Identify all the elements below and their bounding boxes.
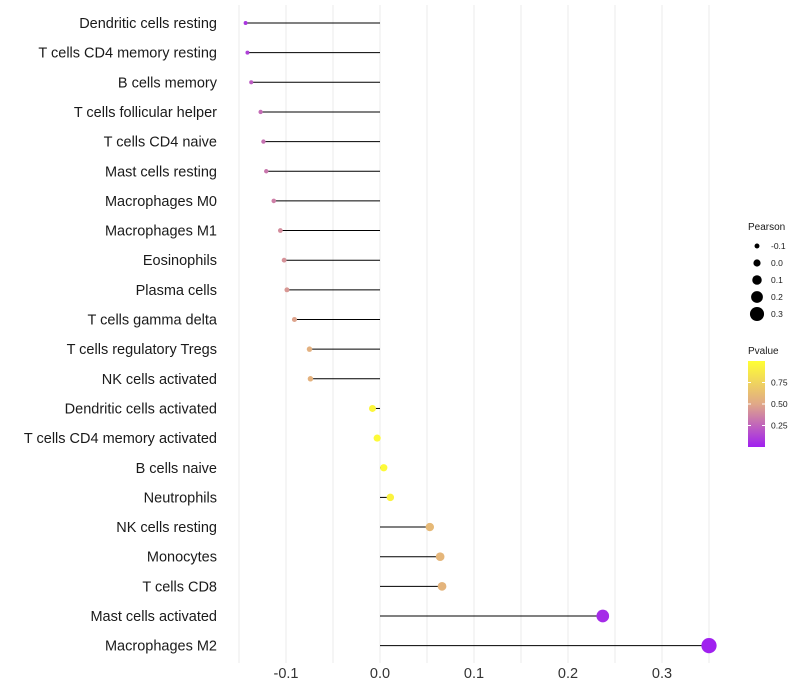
- size-legend-label: -0.1: [771, 241, 786, 251]
- lollipop-point: [386, 493, 395, 502]
- category-label: T cells follicular helper: [74, 105, 217, 121]
- lollipop-point: [281, 257, 287, 263]
- lollipop-stems: [245, 22, 709, 647]
- category-label: B cells naive: [136, 461, 217, 477]
- size-legend-label: 0.2: [771, 292, 783, 302]
- size-legend-key: [749, 306, 765, 322]
- category-label: T cells CD4 naive: [104, 135, 217, 151]
- category-label: Dendritic cells resting: [79, 16, 217, 32]
- category-labels: Dendritic cells resting T cells CD4 memor…: [24, 16, 218, 655]
- lollipop-point: [291, 316, 298, 323]
- size-legend-title: Pearson: [748, 222, 785, 233]
- x-axis-ticks: -0.1 0.0 0.1 0.2 0.3: [274, 666, 673, 682]
- lollipop-point: [306, 346, 313, 352]
- lollipop-point: [368, 404, 376, 412]
- lollipop-point: [701, 638, 717, 654]
- lollipop-point: [596, 609, 610, 623]
- x-tick-label: 0.0: [370, 666, 390, 682]
- category-label: Dendritic cells activated: [65, 401, 217, 417]
- color-legend-title: Pvalue: [748, 346, 779, 357]
- category-label: Macrophages M0: [105, 194, 217, 210]
- color-legend-bar: [748, 361, 765, 447]
- category-label: NK cells resting: [116, 520, 217, 536]
- size-legend-key: [754, 243, 760, 249]
- pvalue-color-legend: Pvalue 0.25 0.50 0.75: [748, 346, 788, 447]
- category-label: B cells memory: [118, 75, 218, 91]
- lollipop-point: [249, 80, 254, 85]
- category-label: Eosinophils: [143, 253, 217, 269]
- category-label: T cells regulatory Tregs: [67, 342, 217, 358]
- size-legend-label: 0.1: [771, 275, 783, 285]
- pearson-size-legend: Pearson -0.1 0.0 0.1 0.2 0.3: [748, 222, 786, 322]
- x-tick-label: 0.3: [652, 666, 672, 682]
- lollipop-point: [435, 552, 445, 562]
- lollipop-point: [258, 109, 263, 115]
- category-label: T cells gamma delta: [88, 313, 218, 329]
- lollipop-point: [271, 198, 277, 204]
- size-legend-key: [751, 291, 763, 303]
- lollipop-point: [437, 581, 447, 591]
- lollipop-point: [264, 169, 269, 174]
- lollipop-point: [425, 522, 435, 532]
- lollipop-point: [245, 50, 250, 55]
- lollipop-point: [380, 464, 388, 472]
- category-label: T cells CD4 memory activated: [24, 431, 217, 447]
- category-label: Macrophages M2: [105, 639, 217, 655]
- color-legend-label: 0.25: [771, 421, 788, 431]
- size-legend-label: 0.3: [771, 309, 783, 319]
- x-tick-label: -0.1: [274, 666, 299, 682]
- category-label: Mast cells resting: [105, 164, 217, 180]
- category-label: NK cells activated: [102, 372, 217, 388]
- x-tick-label: 0.2: [558, 666, 578, 682]
- x-tick-label: 0.1: [464, 666, 484, 682]
- lollipop-point: [307, 376, 314, 382]
- lollipop-point: [243, 21, 248, 25]
- category-label: T cells CD8: [142, 579, 217, 595]
- grid: [238, 5, 710, 663]
- lollipop-point: [261, 139, 266, 144]
- size-legend-key: [752, 275, 762, 285]
- lollipop-point: [277, 228, 283, 233]
- category-label: Monocytes: [147, 550, 217, 566]
- color-legend-label: 0.75: [771, 378, 788, 388]
- category-label: Macrophages M1: [105, 224, 217, 240]
- lollipop-point: [284, 287, 290, 293]
- size-legend-key: [753, 259, 761, 267]
- category-label: Plasma cells: [136, 283, 217, 299]
- color-legend-label: 0.50: [771, 399, 788, 409]
- lollipop-points: [243, 21, 717, 654]
- category-label: T cells CD4 memory resting: [38, 46, 217, 62]
- size-legend-label: 0.0: [771, 258, 783, 268]
- lollipop-point: [373, 434, 381, 442]
- category-label: Neutrophils: [144, 490, 217, 506]
- category-label: Mast cells activated: [90, 609, 217, 625]
